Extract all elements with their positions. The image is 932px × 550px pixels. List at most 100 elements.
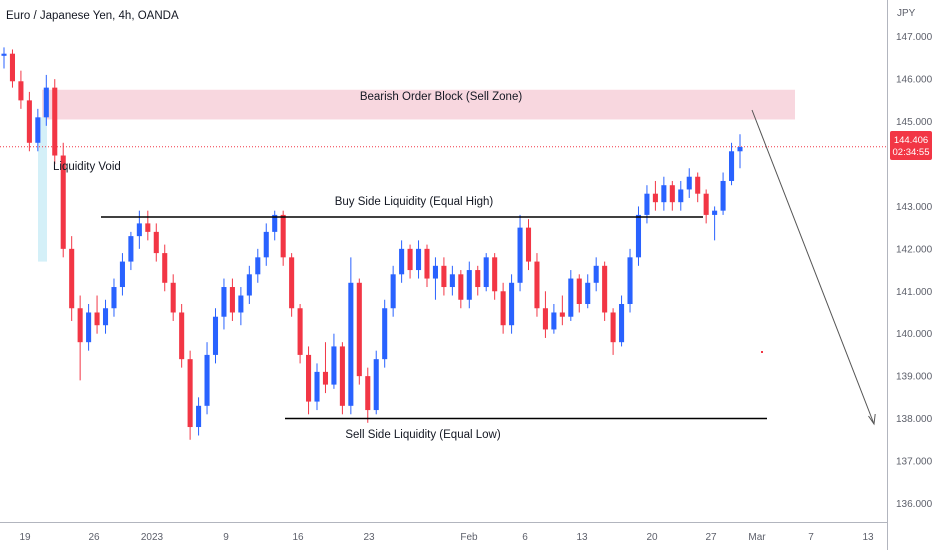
candle-body [145, 223, 151, 232]
candle-body [652, 193, 658, 203]
candle-body [737, 147, 743, 152]
currency-label: JPY [897, 8, 916, 19]
candle-body [26, 100, 32, 143]
candle-body [635, 214, 642, 258]
candle-body [306, 354, 312, 402]
x-tick-label: 13 [576, 532, 588, 543]
candle-body [128, 236, 134, 262]
candle-body [475, 270, 481, 288]
candle-body [9, 53, 15, 82]
y-tick-label: 137.000 [896, 456, 932, 467]
candle-body [669, 185, 675, 203]
candle-body [619, 304, 625, 343]
price-badge-value: 144.406 [894, 135, 928, 146]
sell-side-liquidity-label: Sell Side Liquidity (Equal Low) [345, 429, 501, 441]
candle-body [263, 231, 269, 258]
candle-body [661, 185, 667, 203]
candle-body [559, 312, 565, 317]
bearish-order-block-label: Bearish Order Block (Sell Zone) [360, 91, 523, 103]
candle-body [69, 248, 75, 309]
candle-body [204, 354, 210, 406]
candle-body [331, 346, 337, 385]
candle-body [500, 291, 506, 326]
time-axis[interactable]: 19 26 2023 9 16 23 Feb 6 13 20 27 Mar 7 13 [19, 532, 874, 543]
x-tick-label: 16 [292, 532, 304, 543]
x-tick-label: 13 [862, 532, 874, 543]
candle-body [720, 180, 726, 211]
candle-body [136, 223, 142, 237]
candle-body [297, 308, 303, 355]
candle-body [119, 261, 125, 288]
candle-body [170, 282, 176, 313]
candle-body [212, 316, 219, 355]
candle-body [686, 176, 692, 190]
candle-body [322, 371, 329, 385]
y-tick-label: 141.000 [896, 287, 932, 298]
candle-body [712, 210, 718, 215]
x-tick-label: 27 [705, 532, 717, 543]
candle-body [525, 227, 532, 262]
candle-body [729, 151, 735, 181]
candle-body [246, 274, 252, 296]
candle-body [415, 248, 422, 271]
liquidity-void-label: Liquidity Void [53, 161, 121, 173]
candle-body [280, 214, 286, 258]
candle-body [695, 176, 701, 194]
candle-body [153, 231, 159, 254]
candle-body [390, 274, 396, 309]
candle-body [373, 359, 379, 411]
candle-body [238, 295, 244, 313]
x-tick-label: Mar [748, 532, 766, 543]
x-tick-label: 23 [363, 532, 375, 543]
y-tick-label: 145.000 [896, 117, 932, 128]
candle-body [703, 193, 709, 215]
candle-body [77, 308, 83, 343]
price-badge: 144.406 02:34:55 [890, 131, 932, 160]
candle-body [407, 248, 413, 271]
candle-body [458, 274, 464, 300]
x-tick-label: 7 [808, 532, 814, 543]
candle-body [365, 376, 371, 411]
x-tick-label: 26 [88, 532, 100, 543]
candle-body [35, 117, 41, 143]
candle-body [272, 214, 278, 232]
candle-body [576, 278, 582, 304]
candle-body [517, 227, 523, 283]
candle-body [432, 265, 438, 279]
candle-body [644, 193, 650, 215]
candle-body [339, 346, 345, 406]
candle-body [568, 278, 574, 317]
candle-body [593, 265, 599, 283]
y-tick-label: 138.000 [896, 414, 932, 425]
candle-body [86, 312, 92, 343]
y-tick-label: 136.000 [896, 499, 932, 510]
candle-body [610, 312, 616, 343]
x-tick-label: 6 [522, 532, 528, 543]
candle-body [678, 189, 684, 203]
candle-body [382, 308, 388, 360]
candles-layer [1, 47, 743, 440]
candle-body [102, 308, 109, 326]
candle-body [196, 405, 202, 428]
candle-body [43, 87, 49, 118]
candle-body [441, 265, 447, 288]
candle-body [52, 87, 58, 156]
candle-body [60, 155, 66, 249]
candle-body [111, 287, 117, 309]
candle-body [221, 287, 227, 317]
chart-title: Euro / Japanese Yen, 4h, OANDA [6, 10, 179, 22]
price-badge-countdown: 02:34:55 [893, 147, 930, 158]
candle-body [348, 282, 354, 406]
projection-arrow[interactable] [751, 109, 876, 426]
candle-body [187, 359, 193, 428]
candle-body [356, 282, 362, 377]
x-tick-label: 19 [19, 532, 31, 543]
liquidity-void-zone[interactable] [38, 117, 47, 262]
price-axis[interactable]: 147.000 146.000 145.000 143.000 142.000 141.0… [896, 32, 932, 510]
x-tick-label: 2023 [141, 532, 164, 543]
x-tick-label: 20 [646, 532, 658, 543]
candle-body [1, 53, 7, 56]
bearish-order-block-zone[interactable] [42, 89, 795, 120]
